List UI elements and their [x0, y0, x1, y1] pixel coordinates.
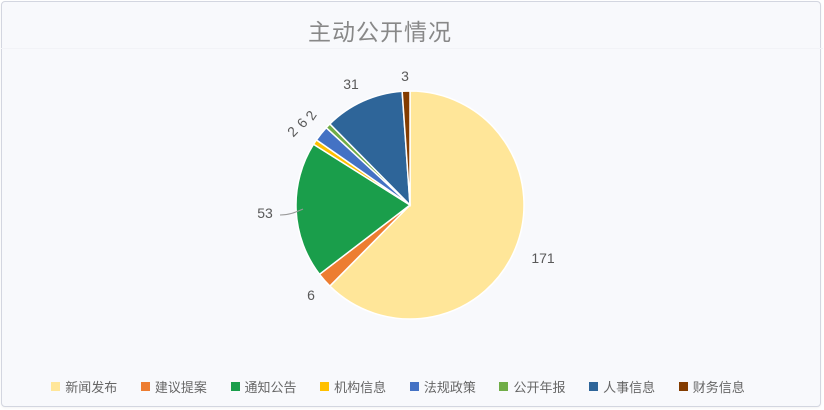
svg-text:53: 53 [257, 205, 273, 221]
svg-text:6: 6 [307, 287, 315, 303]
svg-text:31: 31 [343, 76, 359, 92]
svg-text:3: 3 [401, 68, 409, 84]
svg-text:171: 171 [531, 250, 555, 266]
